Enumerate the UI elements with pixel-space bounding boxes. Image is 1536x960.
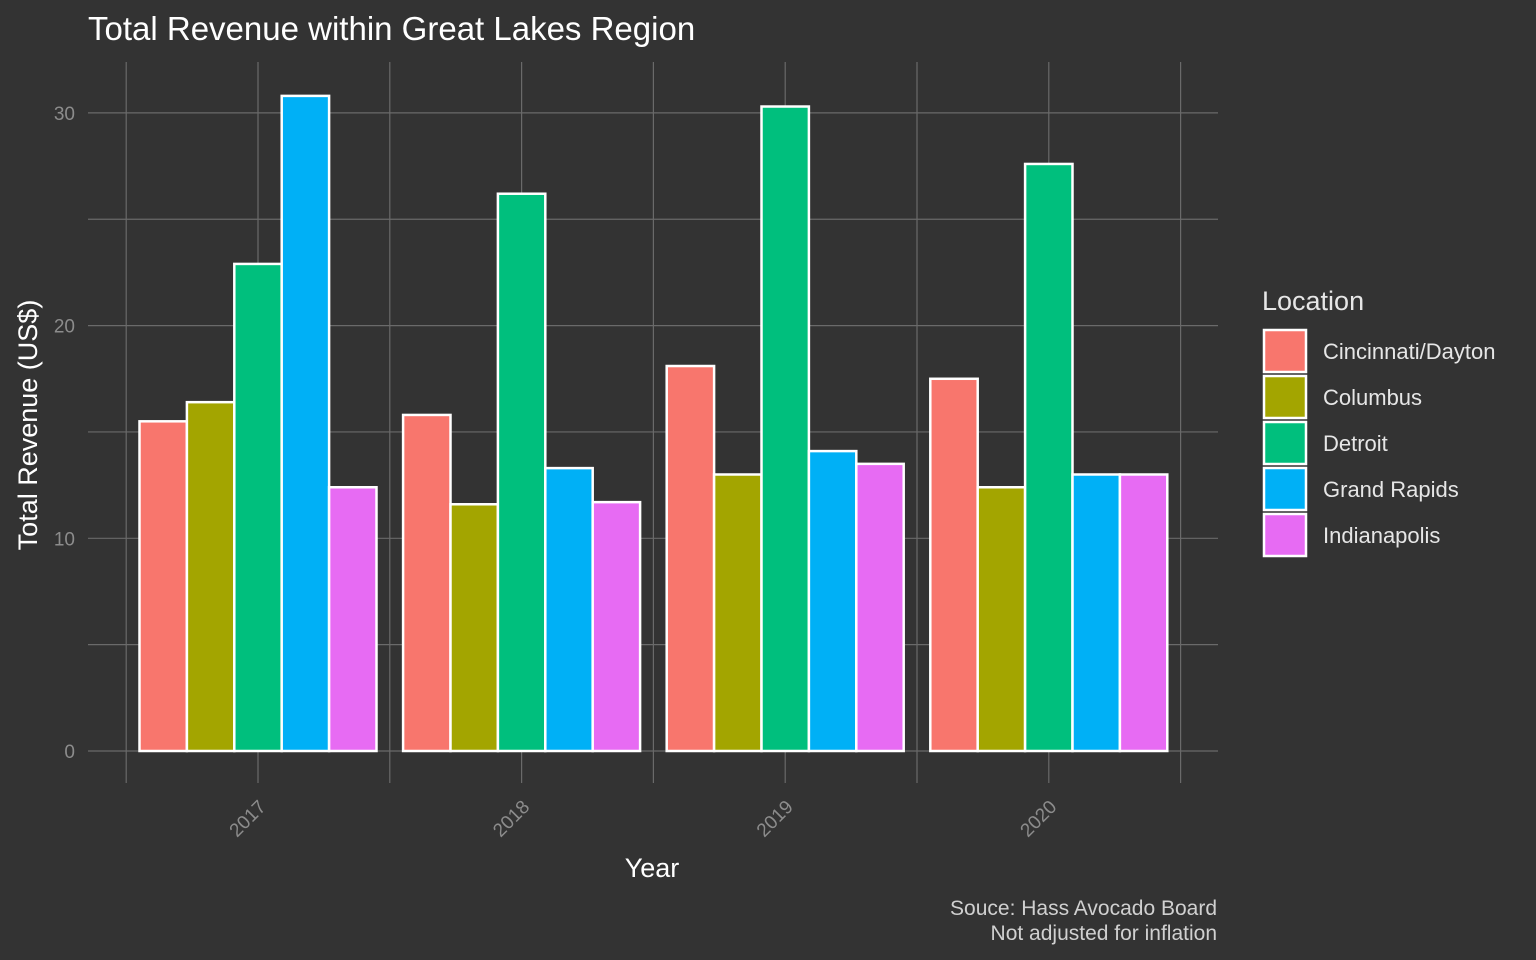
y-tick-label: 0 xyxy=(64,742,75,763)
y-tick-label: 10 xyxy=(54,529,75,550)
legend-swatch xyxy=(1262,374,1308,420)
caption-source: Souce: Hass Avocado Board xyxy=(950,897,1217,920)
bar-indianapolis-2018 xyxy=(591,500,642,753)
bar-columbus-2017 xyxy=(185,400,236,753)
legend-label: Columbus xyxy=(1323,385,1422,410)
y-tick-label: 30 xyxy=(54,104,75,125)
bar-indianapolis-2017 xyxy=(327,486,378,753)
bar-detroit-2019 xyxy=(760,105,811,753)
y-axis-title: Total Revenue (US$) xyxy=(13,300,43,551)
legend-label: Grand Rapids xyxy=(1323,477,1459,502)
legend-swatch xyxy=(1262,512,1308,558)
bar-indianapolis-2019 xyxy=(855,462,905,753)
caption-note: Not adjusted for inflation xyxy=(991,922,1217,945)
y-axis-ticks: 0 10 20 30 xyxy=(54,104,75,763)
legend-swatch xyxy=(1262,328,1308,374)
bar-columbus-2018 xyxy=(449,503,500,753)
bar-detroit-2020 xyxy=(1023,162,1074,753)
legend-swatch xyxy=(1262,420,1308,466)
bar-cincinnati-dayton-2018 xyxy=(401,413,452,753)
bar-detroit-2018 xyxy=(496,192,547,753)
bar-indianapolis-2020 xyxy=(1118,473,1169,753)
y-tick-label: 20 xyxy=(54,317,75,338)
legend: Location Cincinnati/Dayton Columbus Detroi… xyxy=(1262,286,1495,558)
bar-cincinnati-dayton-2019 xyxy=(665,364,716,753)
legend-title: Location xyxy=(1262,286,1364,316)
legend-swatch xyxy=(1262,466,1308,512)
bar-columbus-2019 xyxy=(712,473,763,753)
bar-grand-rapids-2017 xyxy=(280,94,331,753)
legend-label: Detroit xyxy=(1323,431,1388,456)
bar-grand-rapids-2018 xyxy=(544,466,594,753)
bar-grand-rapids-2020 xyxy=(1071,473,1122,753)
legend-label: Cincinnati/Dayton xyxy=(1323,339,1495,364)
bar-cincinnati-dayton-2017 xyxy=(138,420,189,753)
legend-label: Indianapolis xyxy=(1323,523,1440,548)
bar-cincinnati-dayton-2020 xyxy=(929,377,979,753)
bar-columbus-2020 xyxy=(976,486,1027,753)
x-axis-title: Year xyxy=(625,853,680,883)
bar-grand-rapids-2019 xyxy=(807,449,858,753)
bar-detroit-2017 xyxy=(233,262,283,753)
chart-title: Total Revenue within Great Lakes Region xyxy=(88,10,695,47)
bars xyxy=(138,94,1169,753)
